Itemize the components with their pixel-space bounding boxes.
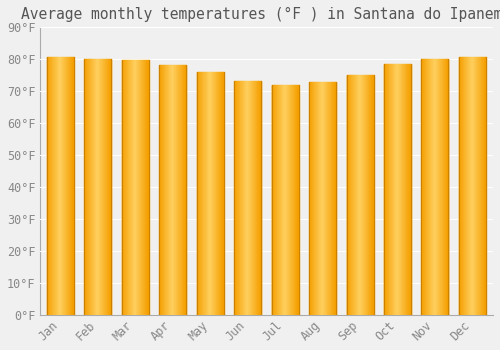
Title: Average monthly temperatures (°F ) in Santana do Ipanema: Average monthly temperatures (°F ) in Sa…	[22, 7, 500, 22]
